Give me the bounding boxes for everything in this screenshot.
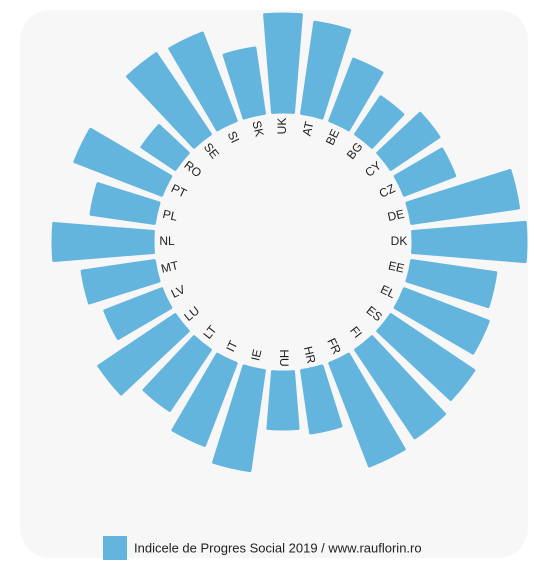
category-label: DK [391, 234, 408, 248]
bar [405, 168, 521, 225]
category-label: DE [386, 207, 405, 224]
bar [266, 370, 300, 431]
legend-label: Indicele de Progres Social 2019 / www.ra… [134, 540, 422, 555]
category-label: SK [249, 119, 266, 138]
category-label: FR [324, 336, 344, 357]
legend-swatch [103, 536, 127, 560]
category-label: BE [323, 127, 343, 148]
bar [263, 12, 303, 114]
category-label: UK [275, 118, 289, 135]
bar [376, 111, 441, 171]
bar [89, 182, 161, 225]
bar [73, 127, 173, 197]
category-label: CZ [377, 181, 397, 201]
category-label: SI [225, 129, 243, 145]
bar [300, 364, 343, 435]
bar [97, 313, 190, 396]
bar [51, 221, 155, 263]
category-label: HR [301, 345, 319, 365]
bar [142, 335, 212, 412]
bar [328, 57, 384, 132]
bar [103, 287, 173, 340]
bar [168, 31, 238, 132]
category-label: HU [277, 349, 291, 366]
bar [376, 313, 476, 401]
bar [411, 220, 528, 264]
bar [80, 259, 161, 305]
category-label: PL [161, 207, 179, 224]
bar [222, 46, 266, 120]
category-label: MT [160, 258, 181, 276]
category-label: EE [387, 258, 406, 275]
bar [393, 287, 490, 355]
category-label: PT [169, 181, 189, 201]
bar [393, 147, 457, 197]
category-label: AT [300, 119, 317, 137]
bar [328, 352, 406, 468]
bar [405, 259, 498, 309]
bar [300, 20, 352, 120]
category-label: LV [169, 282, 188, 301]
category-label: EL [378, 282, 398, 301]
bar [354, 335, 447, 440]
bar [354, 95, 405, 149]
category-label: IE [248, 348, 264, 362]
bar [140, 124, 190, 171]
category-label: NL [159, 234, 175, 248]
bar [126, 52, 212, 149]
bar [212, 364, 266, 473]
bar [171, 352, 238, 447]
